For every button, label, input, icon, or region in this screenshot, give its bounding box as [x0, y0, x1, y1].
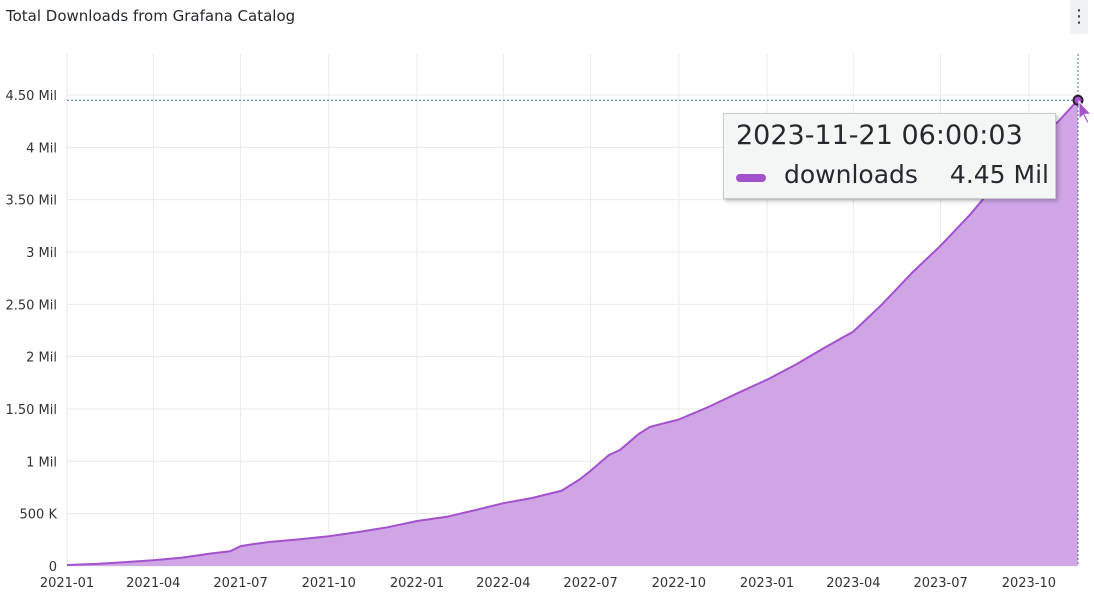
tooltip-series-value: 4.45 Mil: [949, 160, 1049, 189]
y-tick-label: 1 Mil: [26, 455, 57, 470]
tooltip-series-swatch: [736, 174, 766, 182]
y-tick-label: 4 Mil: [26, 141, 57, 156]
x-tick-label: 2021-04: [126, 576, 180, 591]
y-tick-label: 2 Mil: [26, 351, 57, 366]
x-tick-label: 2021-01: [40, 576, 94, 591]
x-tick-label: 2021-10: [302, 576, 356, 591]
x-tick-label: 2021-07: [213, 576, 267, 591]
x-tick-label: 2023-07: [913, 576, 967, 591]
series-line-downloads: [66, 99, 1079, 566]
panel-menu-button[interactable]: ⋮: [1070, 0, 1088, 34]
x-tick-label: 2023-10: [1002, 576, 1056, 591]
y-tick-label: 2.50 Mil: [5, 298, 57, 313]
chart-hover-layer: [67, 54, 1093, 566]
y-tick-label: 0: [49, 560, 57, 575]
x-tick-label: 2022-04: [476, 576, 530, 591]
y-tick-label: 500 K: [20, 508, 58, 523]
chart-axes: 0 500 K 1 Mil 1.50 Mil 2 Mil 2.50 Mil 3 Mil 3.5…: [5, 89, 1056, 591]
mouse-cursor-icon: [1078, 99, 1093, 124]
x-tick-label: 2022-10: [652, 576, 706, 591]
series-area-downloads: [67, 100, 1078, 566]
x-tick-label: 2022-07: [563, 576, 617, 591]
chart-series-layer: [66, 99, 1079, 566]
x-tick-label: 2022-01: [390, 576, 444, 591]
y-tick-label: 3 Mil: [26, 246, 57, 261]
chart-tooltip: 2023-11-21 06:00:03 downloads 4.45 Mil: [723, 113, 1056, 199]
y-tick-label: 1.50 Mil: [5, 403, 57, 418]
panel-title: Total Downloads from Grafana Catalog: [6, 7, 296, 25]
y-tick-label: 3.50 Mil: [5, 194, 57, 209]
y-tick-label: 4.50 Mil: [5, 89, 57, 104]
x-tick-label: 2023-04: [826, 576, 880, 591]
tooltip-series-name: downloads: [784, 160, 918, 189]
tooltip-timestamp: 2023-11-21 06:00:03: [736, 120, 1023, 151]
vertical-ellipsis-icon: ⋮: [1070, 6, 1088, 27]
x-tick-label: 2023-01: [740, 576, 794, 591]
